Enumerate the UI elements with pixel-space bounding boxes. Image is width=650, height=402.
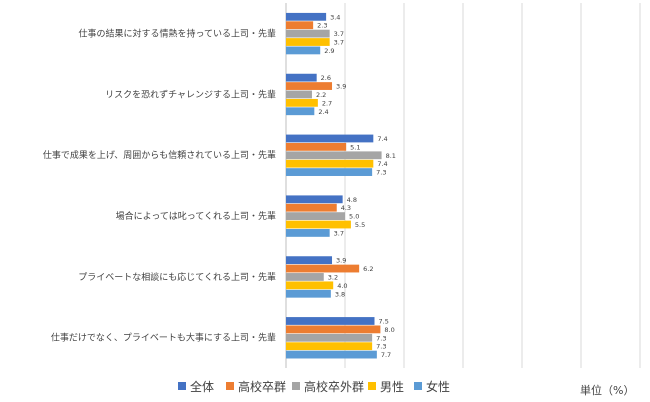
legend-label: 男性 xyxy=(380,380,404,394)
legend-swatch xyxy=(292,382,300,390)
bar xyxy=(286,220,351,229)
legend: 全体 高校卒群 高校卒外群 男性 女性 xyxy=(178,379,450,394)
bar xyxy=(286,256,333,265)
bar xyxy=(286,350,377,359)
bar xyxy=(286,212,345,221)
value-label: 8.0 xyxy=(384,326,394,334)
bar xyxy=(286,159,374,168)
value-label: 4.8 xyxy=(347,196,357,204)
legend-label: 高校卒外群 xyxy=(304,379,364,394)
bar xyxy=(286,168,373,176)
bar xyxy=(286,73,317,82)
bar xyxy=(286,142,347,151)
bar xyxy=(286,90,312,99)
value-label: 4.0 xyxy=(337,282,347,290)
value-label: 3.9 xyxy=(336,83,346,91)
value-label: 3.7 xyxy=(334,39,344,47)
legend-swatch xyxy=(226,382,234,390)
bar xyxy=(286,333,373,342)
category-label: プライベートな相談にも応じてくれる上司・先輩 xyxy=(78,271,276,283)
category-label: 仕事だけでなく、プライベートも大事にする上司・先輩 xyxy=(51,332,276,344)
value-label: 2.2 xyxy=(316,91,326,99)
value-label: 5.5 xyxy=(355,221,365,229)
bar xyxy=(286,38,330,46)
value-label: 3.8 xyxy=(335,290,345,298)
legend-swatch xyxy=(414,382,422,390)
bar xyxy=(286,342,373,351)
value-label: 3.2 xyxy=(328,273,338,281)
bars xyxy=(286,12,382,359)
category-label: 場合によっては叱ってくれる上司・先輩 xyxy=(116,210,276,222)
value-label: 5.0 xyxy=(349,213,359,221)
legend-swatch xyxy=(178,382,186,390)
bar xyxy=(286,29,330,38)
bar xyxy=(286,21,314,30)
value-label: 8.1 xyxy=(386,152,396,160)
unit-label: 単位（%） xyxy=(580,383,634,397)
bar xyxy=(286,107,315,116)
category-label: リスクを恐れずチャレンジする上司・先輩 xyxy=(105,88,276,100)
value-label: 2.4 xyxy=(318,108,328,116)
bar xyxy=(286,289,331,298)
bar xyxy=(286,264,360,273)
value-label: 4.3 xyxy=(341,204,351,212)
category-label: 仕事で成果を上げ、周囲からも信頼されている上司・先輩 xyxy=(43,149,276,161)
category-labels: 仕事の結果に対する情熱を持っている上司・先輩リスクを恐れずチャレンジする上司・先… xyxy=(43,27,276,343)
legend-label: 女性 xyxy=(426,379,450,394)
value-label: 7.3 xyxy=(376,334,386,342)
category-label: 仕事の結果に対する情熱を持っている上司・先輩 xyxy=(78,27,276,39)
bar xyxy=(286,46,321,55)
value-label: 3.7 xyxy=(334,229,344,237)
value-label: 7.4 xyxy=(377,160,387,168)
bar xyxy=(286,12,327,21)
value-label: 3.4 xyxy=(330,13,340,21)
value-label: 7.3 xyxy=(376,343,386,351)
value-label: 6.2 xyxy=(363,265,373,273)
gridlines xyxy=(285,3,641,368)
legend-swatch xyxy=(368,382,376,390)
value-label: 2.7 xyxy=(322,99,332,107)
bar xyxy=(286,317,375,325)
value-label: 2.3 xyxy=(317,22,327,30)
value-labels: 3.42.33.73.72.92.63.92.22.72.47.45.18.17… xyxy=(316,13,396,359)
value-label: 3.7 xyxy=(334,30,344,38)
bar xyxy=(286,325,381,334)
bar xyxy=(286,134,374,143)
value-label: 7.4 xyxy=(377,135,387,143)
value-label: 7.5 xyxy=(379,317,389,325)
bar xyxy=(286,273,324,281)
bar xyxy=(286,229,330,237)
bar xyxy=(286,151,382,160)
bar xyxy=(286,203,337,212)
value-label: 3.9 xyxy=(336,257,346,265)
value-label: 5.1 xyxy=(350,143,360,151)
value-label: 7.3 xyxy=(376,169,386,177)
bar xyxy=(286,281,334,290)
value-label: 7.7 xyxy=(381,351,391,359)
legend-label: 全体 xyxy=(190,379,214,394)
value-label: 2.9 xyxy=(324,47,334,55)
legend-label: 高校卒群 xyxy=(238,379,286,394)
bar xyxy=(286,195,343,204)
value-label: 2.6 xyxy=(321,74,331,82)
bar xyxy=(286,82,333,90)
bar xyxy=(286,98,318,107)
